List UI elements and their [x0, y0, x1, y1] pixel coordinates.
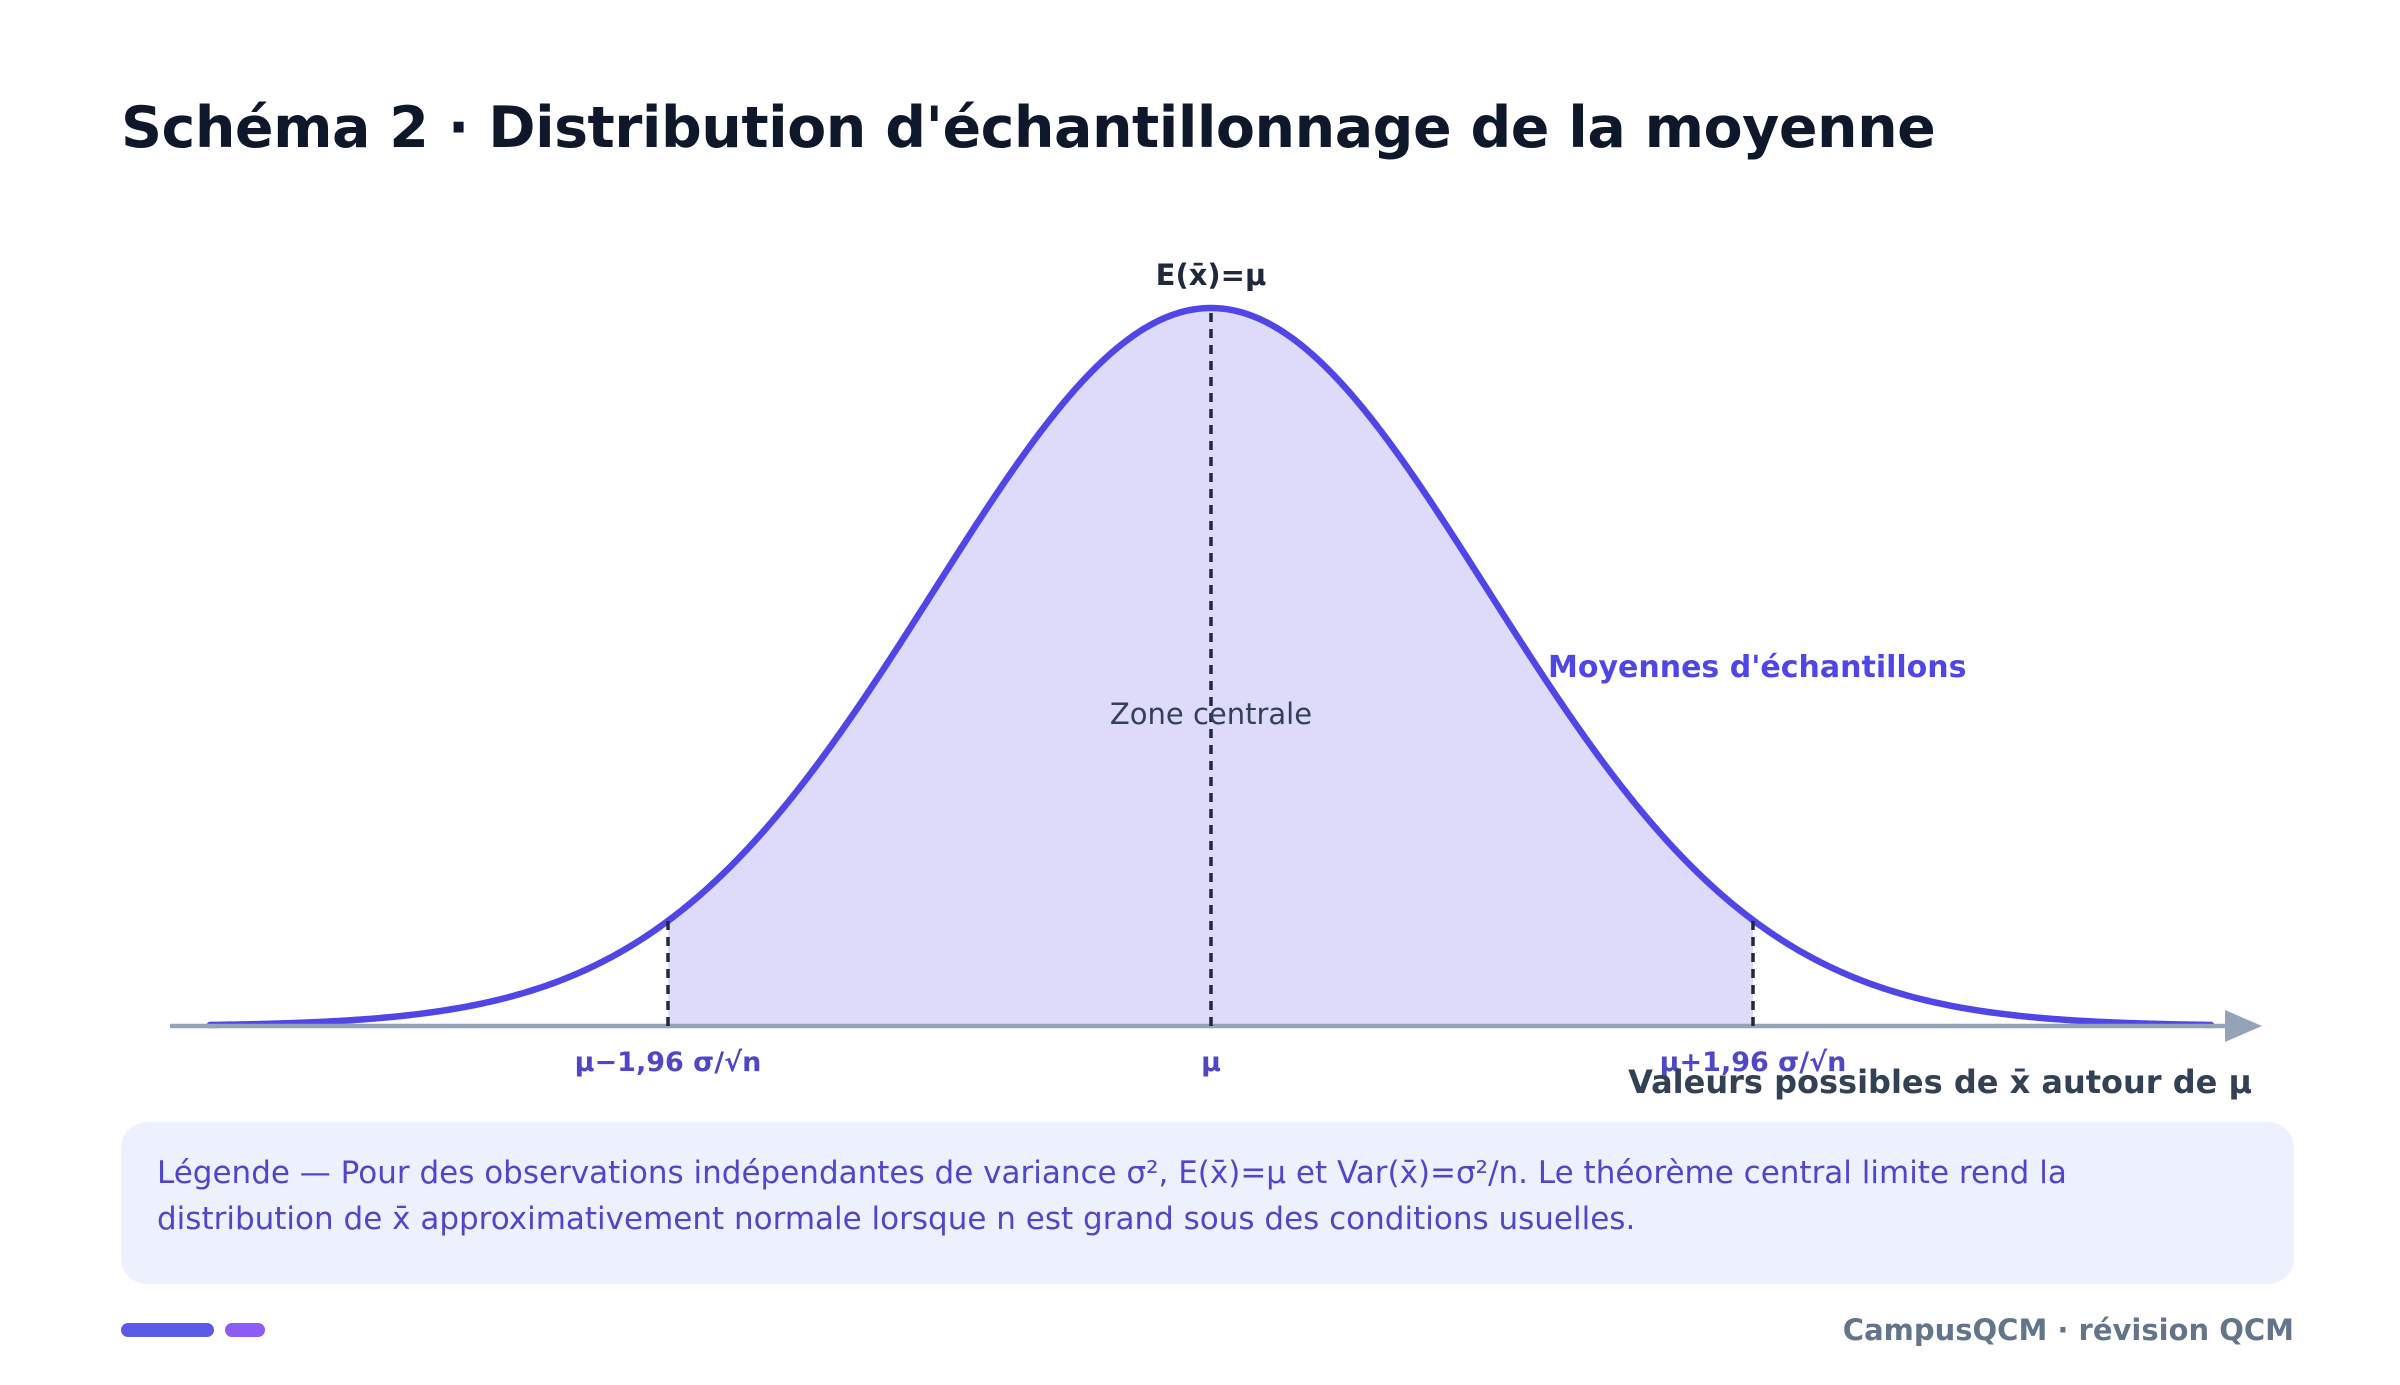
density-curve — [206, 304, 2215, 1029]
footer-accent-bar — [121, 1323, 214, 1337]
legend-box: Légende — Pour des observations indépend… — [121, 1122, 2294, 1284]
tick-label-mean: μ — [1201, 1047, 1221, 1078]
curve-series-label: Moyennes d'échantillons — [1548, 650, 1967, 685]
tick-label-upper: μ+1,96 σ/√n — [1660, 1047, 1847, 1078]
footer-accent-dot — [225, 1323, 265, 1337]
tick-label-lower: μ−1,96 σ/√n — [575, 1047, 762, 1078]
legend-text: Légende — Pour des observations indépend… — [157, 1155, 2067, 1237]
page-title: Schéma 2 · Distribution d'échantillonnag… — [121, 95, 1936, 161]
footer-brand: CampusQCM · révision QCM — [1842, 1313, 2294, 1347]
x-axis-arrow-icon — [2225, 1010, 2262, 1042]
center-zone-label: Zone centrale — [1110, 697, 1312, 731]
peak-label: E(x̄)=μ — [1156, 258, 1267, 292]
sampling-distribution-diagram: E(x̄)=μ Moyennes d'échantillons Zone cen… — [170, 258, 2262, 1101]
x-axis-label: Valeurs possibles de x̄ autour de μ — [1628, 1063, 2252, 1101]
